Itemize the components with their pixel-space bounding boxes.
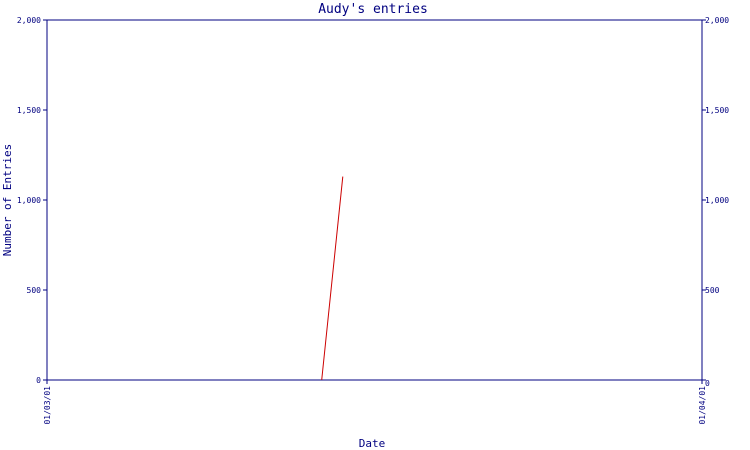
x-tick-label: 01/04/01 — [698, 386, 707, 425]
y-tick-label-left: 0 — [36, 376, 41, 385]
y-tick-label-right: 0 — [705, 379, 710, 388]
chart-title: Audy's entries — [318, 2, 428, 17]
y-tick-label-right: 2,000 — [705, 16, 729, 25]
y-tick-label-right: 500 — [705, 286, 720, 295]
plot-frame — [46, 19, 703, 381]
y-tick-label-right: 1,000 — [705, 196, 729, 205]
series-line — [321, 176, 344, 381]
y-axis-label: Number of Entries — [1, 144, 14, 257]
x-tick-label: 01/03/01 — [43, 386, 52, 425]
y-tick-label-left: 1,000 — [17, 196, 41, 205]
y-tick-label-left: 500 — [27, 286, 42, 295]
y-tick-label-left: 1,500 — [17, 106, 41, 115]
x-axis-label: Date — [359, 437, 386, 450]
y-tick-label-left: 2,000 — [17, 16, 41, 25]
y-tick-label-right: 1,500 — [705, 106, 729, 115]
